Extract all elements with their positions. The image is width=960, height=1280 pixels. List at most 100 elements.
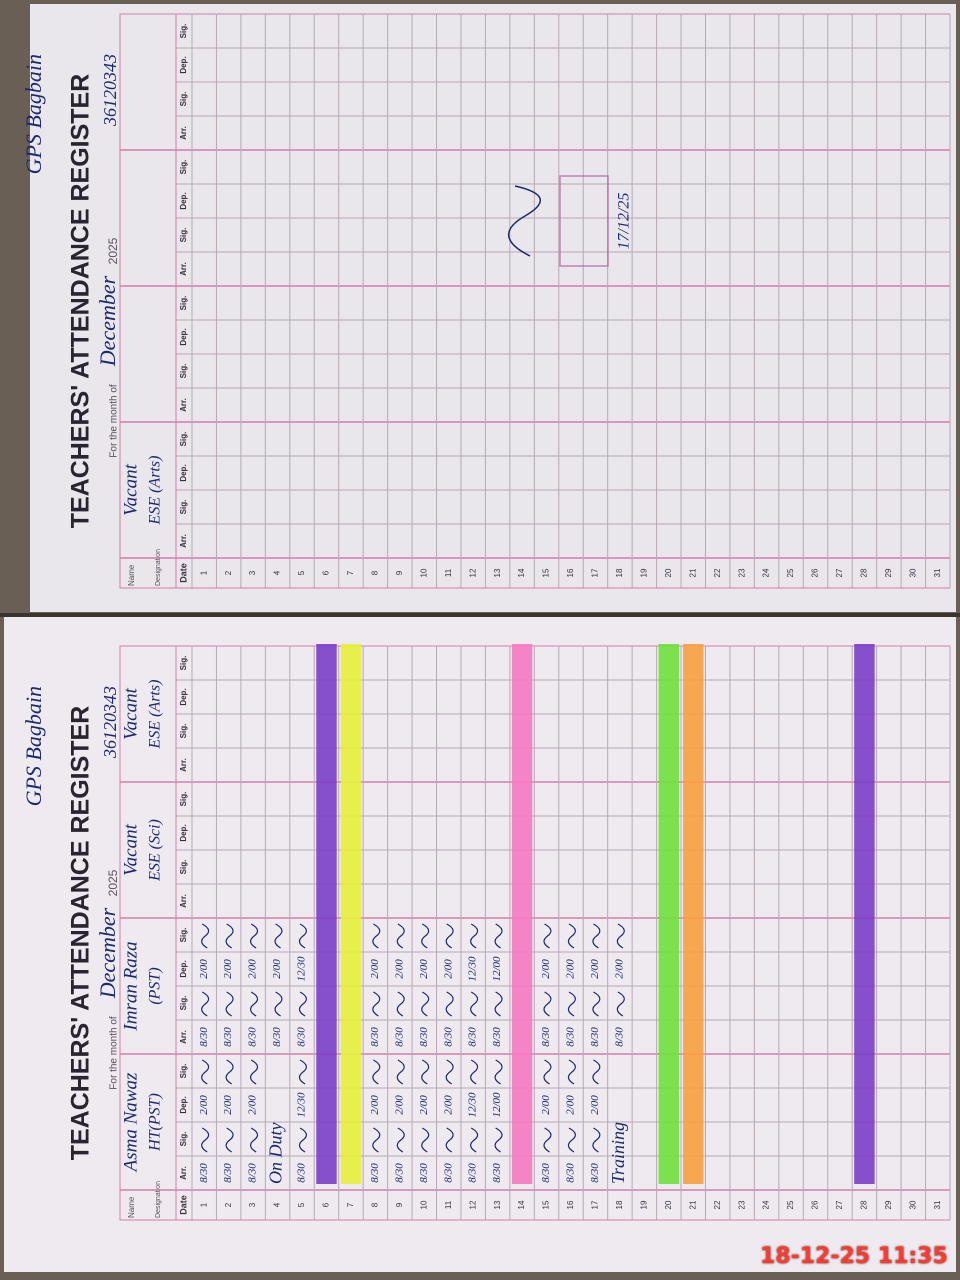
date-number: 11 (444, 1200, 453, 1209)
departure-time: 12/00 (491, 1092, 503, 1118)
date-number: 12 (468, 568, 477, 577)
departure-time: 2/00 (247, 959, 259, 979)
departure-time: 12/30 (296, 956, 308, 982)
signature (274, 923, 283, 949)
teacher-designation: ESE (Arts) (147, 456, 164, 526)
signature (250, 1059, 259, 1085)
teacher-name: Imran Raza (120, 941, 141, 1031)
column-header: Sig. (179, 92, 188, 107)
holiday-highlight (854, 644, 875, 1184)
date-number: 8 (370, 1202, 379, 1207)
arrival-time: 8/30 (491, 1027, 503, 1047)
holiday-highlight (658, 644, 680, 1184)
left-page (4, 616, 956, 1272)
column-header: Dep. (179, 824, 188, 841)
signature (592, 1127, 601, 1153)
date-number: 4 (273, 1202, 282, 1207)
date-number: 22 (713, 568, 722, 577)
date-number: 18 (615, 1200, 624, 1209)
teacher-designation: HT(PST) (147, 1093, 164, 1152)
month-label: For the month of (109, 1016, 120, 1090)
date-number: 3 (248, 570, 257, 575)
column-header: Date (178, 563, 188, 583)
column-header: Dep. (179, 1096, 188, 1113)
departure-time: 2/00 (589, 1095, 601, 1115)
register-title: TEACHERS' ATTENDANCE REGISTER (67, 74, 95, 529)
designation-label: Designation (155, 1181, 162, 1218)
column-header: Date (178, 1195, 188, 1215)
departure-time: 12/30 (296, 1092, 308, 1118)
signature (372, 1127, 381, 1153)
arrival-time: 8/30 (198, 1163, 210, 1183)
departure-time: 2/00 (613, 959, 625, 979)
date-number: 8 (370, 570, 379, 575)
date-number: 1 (199, 570, 208, 575)
date-number: 30 (908, 1200, 917, 1209)
arrival-time: 8/30 (296, 1163, 308, 1183)
column-header: Sig. (179, 860, 188, 875)
arrival-time: 8/30 (271, 1027, 283, 1047)
signature (494, 991, 503, 1017)
signature (470, 991, 479, 1017)
signature (421, 1127, 430, 1153)
timestamp: 18-12-25 11:35 (760, 1244, 948, 1269)
teacher-name: Vacant (120, 463, 141, 515)
column-header: Dep. (179, 56, 188, 73)
departure-time: 12/00 (491, 956, 503, 982)
departure-time: 2/00 (247, 1095, 259, 1115)
signature (201, 1059, 210, 1085)
arrival-time: 8/30 (540, 1027, 552, 1047)
date-number: 29 (884, 1200, 893, 1209)
arrival-time: 8/30 (589, 1163, 601, 1183)
arrival-time: 8/30 (442, 1027, 454, 1047)
arrival-time: 8/30 (247, 1163, 259, 1183)
holiday-highlight (340, 644, 362, 1184)
column-header: Sig. (179, 500, 188, 515)
date-number: 10 (419, 1200, 428, 1209)
arrival-time: 8/30 (540, 1163, 552, 1183)
signature (421, 923, 430, 949)
date-number: 15 (542, 568, 551, 577)
departure-time: 2/00 (222, 1095, 234, 1115)
column-header: Arr. (179, 126, 188, 140)
date-number: 9 (395, 1202, 404, 1207)
date-number: 11 (444, 568, 453, 577)
right-page (30, 4, 956, 612)
signature (543, 923, 552, 949)
signature (274, 991, 283, 1017)
departure-time: 2/00 (271, 959, 283, 979)
date-number: 30 (908, 568, 917, 577)
register-title: TEACHERS' ATTENDANCE REGISTER (67, 706, 95, 1161)
date-number: 5 (297, 1202, 306, 1207)
date-number: 26 (811, 1200, 820, 1209)
arrival-time: 8/30 (491, 1163, 503, 1183)
date-number: 13 (493, 1200, 502, 1209)
departure-time: 2/00 (369, 1095, 381, 1115)
signature (494, 1059, 503, 1085)
signature (445, 1059, 454, 1085)
signature (421, 991, 430, 1017)
date-number: 15 (542, 1200, 551, 1209)
month: December (95, 907, 120, 999)
departure-time: 2/00 (369, 959, 381, 979)
column-header: Sig. (179, 432, 188, 447)
departure-time: 2/00 (540, 959, 552, 979)
teacher-designation: ESE (Sci) (147, 819, 164, 882)
date-number: 19 (639, 1200, 648, 1209)
signature (298, 923, 307, 949)
signature (616, 991, 625, 1017)
official-stamp (559, 175, 609, 267)
date-number: 6 (322, 1202, 331, 1207)
column-header: Dep. (179, 328, 188, 345)
signature (445, 923, 454, 949)
date-number: 4 (273, 570, 282, 575)
date-number: 7 (346, 1202, 355, 1207)
column-header: Dep. (179, 192, 188, 209)
signature-date: 17/12/25 (616, 193, 633, 250)
year: 2025 (106, 869, 120, 896)
arrival-time: 8/30 (418, 1163, 430, 1183)
date-number: 28 (860, 1200, 869, 1209)
column-header: Sig. (179, 928, 188, 943)
date-number: 14 (517, 1200, 526, 1209)
date-number: 20 (664, 1200, 673, 1209)
